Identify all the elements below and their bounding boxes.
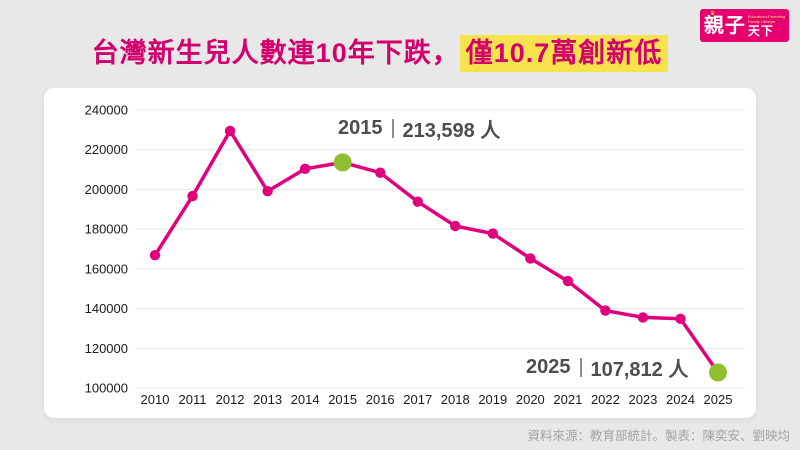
x-tick-label: 2018 — [441, 392, 470, 407]
logo-text-main: 親子 — [703, 14, 746, 37]
data-point — [375, 167, 386, 178]
annotation-2025: 2025 107,812 人 — [526, 353, 688, 382]
highlight-point — [333, 153, 352, 172]
x-tick-label: 2010 — [141, 392, 170, 407]
title-highlight: 僅10.7萬創新低 — [459, 35, 669, 72]
title-plain: 台灣新生兒人數連10年下跌， — [91, 38, 460, 68]
x-tick-label: 2025 — [704, 392, 733, 407]
x-tick-label: 2024 — [666, 392, 695, 407]
x-tick-label: 2015 — [328, 392, 357, 407]
x-tick-label: 2013 — [253, 392, 282, 407]
data-point — [299, 163, 311, 174]
y-tick-label: 100000 — [85, 381, 128, 396]
y-tick-label: 220000 — [85, 142, 128, 157]
x-tick-label: 2012 — [216, 392, 245, 407]
x-tick-label: 2016 — [366, 392, 395, 407]
annotation-2015-value: 213,598 人 — [402, 120, 501, 142]
data-point — [262, 186, 273, 197]
logo-text-sub: 天下 — [747, 24, 774, 38]
data-point — [525, 253, 536, 264]
annotation-separator — [391, 119, 394, 138]
birth-line-chart: 100000 120000 140000 160000 180000 200000 2200… — [85, 103, 745, 407]
x-tick-label: 2021 — [553, 392, 582, 407]
crown-icon: ♛ — [710, 11, 716, 17]
chart-card: 100000 120000 140000 160000 180000 200000 2200… — [44, 88, 756, 418]
x-tick-label: 2017 — [403, 392, 432, 407]
data-point — [637, 312, 649, 323]
y-tick-label: 120000 — [85, 341, 128, 356]
trend-line — [153, 129, 720, 375]
x-tick-label: 2011 — [179, 392, 207, 407]
annotation-separator — [579, 358, 582, 377]
data-point — [412, 196, 423, 207]
data-point — [562, 275, 574, 287]
x-tick-label: 2019 — [478, 392, 507, 407]
data-point — [487, 228, 498, 239]
parenting-magazine-logo: ♛ 親子 Education×Parenting Family Lifestyl… — [700, 9, 789, 42]
annotation-2025-value: 107,812 人 — [590, 359, 689, 381]
y-tick-label: 140000 — [85, 301, 128, 316]
data-point — [224, 125, 236, 137]
page-title: 台灣新生兒人數連10年下跌， 僅10.7萬創新低 — [0, 31, 760, 72]
annotation-2015-year: 2015 — [338, 117, 383, 139]
data-point — [675, 313, 686, 324]
data-point — [149, 250, 161, 261]
y-tick-label: 180000 — [85, 222, 128, 237]
annotation-2015: 2015 213,598 人 — [338, 114, 500, 143]
x-tick-label: 2020 — [516, 392, 545, 407]
y-tick-label: 240000 — [85, 103, 128, 118]
data-point — [600, 305, 611, 316]
y-tick-label: 200000 — [85, 182, 128, 197]
logo-tagline-2: Family Lifestyle — [747, 19, 776, 24]
annotation-2025-year: 2025 — [526, 356, 571, 378]
y-tick-label: 160000 — [85, 261, 128, 276]
data-point — [450, 220, 461, 232]
logo-tagline-1: Education×Parenting — [747, 14, 786, 19]
x-tick-label: 2022 — [591, 392, 620, 407]
x-tick-label: 2023 — [628, 392, 657, 407]
x-tick-label: 2014 — [291, 392, 320, 407]
highlight-point — [709, 363, 727, 382]
source-credit: 資料來源：教育部統計。製表：陳奕安、劉映均 — [527, 429, 790, 443]
data-point — [187, 190, 198, 202]
